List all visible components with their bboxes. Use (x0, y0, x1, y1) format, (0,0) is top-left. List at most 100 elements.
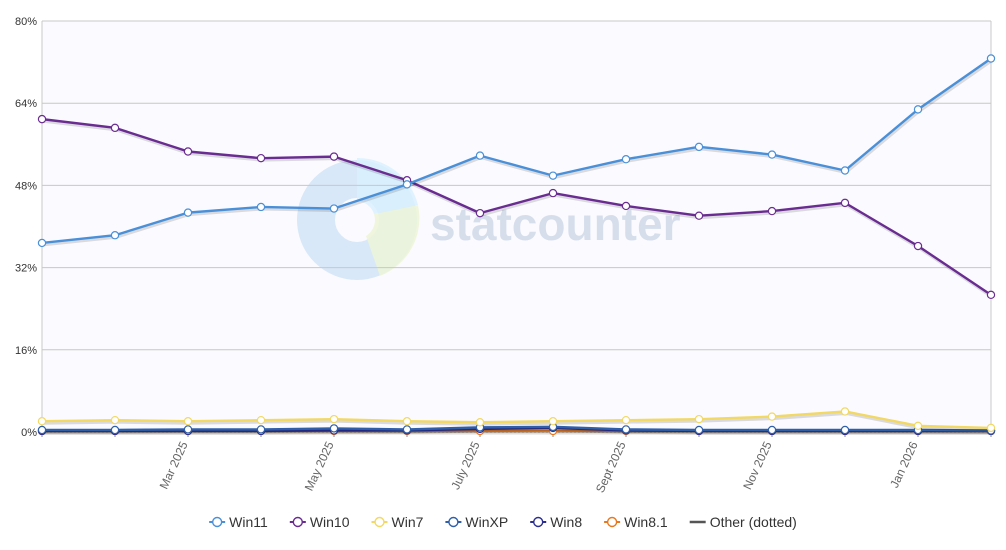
series-shadow (43, 427, 993, 434)
data-point (183, 417, 193, 426)
data-point (183, 208, 193, 217)
data-point (621, 415, 631, 425)
legend-swatch-marker (448, 516, 459, 528)
legend-label: Win11 (229, 514, 268, 530)
data-point (37, 425, 47, 435)
series-shadow (42, 59, 993, 247)
x-tick-label: Jan 2026 (887, 439, 921, 490)
data-point (475, 208, 485, 218)
x-axis: Mar 2025 May 2025 July 2025 Sept 2025 Nov 20… (41, 432, 992, 495)
data-point (840, 425, 850, 435)
watermark-text: statcounter (430, 198, 681, 250)
legend-label: Win8.1 (624, 514, 668, 530)
series-shadow (42, 411, 993, 432)
data-point (913, 421, 923, 431)
legend-label: WinXP (465, 514, 508, 530)
y-tick-label: 16% (15, 345, 37, 357)
legend-item[interactable]: Win8 (530, 514, 582, 530)
data-point (37, 238, 47, 248)
legend-item[interactable]: Win7 (371, 514, 424, 530)
legend-label: Win8 (550, 514, 582, 530)
data-point (183, 425, 193, 434)
data-point (913, 105, 923, 114)
data-point (621, 425, 631, 434)
legend: Win11 Win10 Win7 WinXP Win8 Win8.1 Other (dott… (209, 514, 797, 530)
series-win11 (37, 54, 996, 248)
data-point (110, 231, 120, 240)
x-tick-label: Nov 2025 (740, 439, 775, 492)
x-tick-label: May 2025 (302, 439, 337, 493)
data-point (475, 151, 485, 160)
data-point (329, 414, 339, 424)
data-point (767, 425, 777, 435)
data-point (767, 412, 777, 421)
data-point (694, 211, 704, 220)
legend-item[interactable]: Win8.1 (604, 514, 668, 530)
watermark-logo-wedge-2 (366, 205, 420, 276)
series-line (42, 425, 992, 432)
series-win7 (37, 407, 996, 433)
data-point (840, 198, 850, 208)
legend-item[interactable]: Win10 (289, 514, 350, 530)
y-tick-label: 48% (15, 180, 37, 192)
y-tick-label: 80% (15, 16, 37, 28)
series-shadow (42, 119, 993, 299)
legend-item[interactable]: WinXP (445, 514, 508, 530)
data-point (840, 166, 850, 175)
legend-item[interactable]: Other (dotted) (689, 514, 797, 530)
series-group (37, 54, 996, 436)
legend-swatch-marker (606, 516, 618, 528)
data-point (548, 171, 558, 180)
series-win10 (37, 114, 996, 300)
data-point (621, 154, 631, 164)
plot-background (42, 21, 991, 432)
watermark: statcounter (297, 157, 681, 280)
data-point (183, 147, 193, 156)
legend-label: Other (dotted) (710, 514, 797, 530)
series-line (41, 57, 992, 245)
y-tick-label: 64% (15, 98, 37, 110)
legend-label: Win7 (392, 514, 424, 530)
data-point (329, 424, 339, 433)
data-point (110, 415, 120, 425)
data-point (110, 123, 120, 133)
data-point (986, 290, 996, 300)
data-point (37, 114, 47, 124)
data-point (694, 414, 704, 424)
data-point (548, 188, 558, 198)
x-tick-label: Sept 2025 (593, 439, 629, 495)
data-point (986, 54, 996, 63)
data-point (694, 425, 704, 435)
series-line (41, 410, 992, 430)
legend-swatch-marker (374, 516, 385, 528)
data-point (840, 407, 850, 416)
legend-item[interactable]: Win11 (209, 514, 268, 530)
data-point (110, 425, 120, 435)
data-point (475, 418, 485, 427)
data-point (621, 201, 631, 211)
data-point (402, 180, 412, 189)
y-axis: 0% 16% 32% 48% 64% 80% (15, 16, 37, 439)
data-point (329, 204, 339, 213)
legend-swatch-marker (533, 516, 544, 528)
watermark-logo-wedge (357, 157, 418, 214)
data-point (986, 423, 996, 433)
series-shadow (43, 428, 992, 435)
data-point (913, 241, 923, 251)
legend-label: Win10 (310, 514, 350, 530)
y-tick-label: 0% (21, 427, 37, 439)
data-point (256, 415, 266, 425)
data-point (767, 206, 777, 216)
legend-swatch-marker (292, 516, 304, 528)
data-point (402, 417, 412, 426)
data-point (37, 417, 47, 426)
data-point (256, 202, 266, 212)
data-point (767, 150, 777, 159)
x-tick-label: July 2025 (448, 439, 483, 492)
data-point (694, 142, 704, 152)
data-point (256, 153, 266, 163)
data-point (402, 425, 412, 434)
x-tick-label: Mar 2025 (157, 439, 191, 491)
series-line (41, 117, 992, 296)
